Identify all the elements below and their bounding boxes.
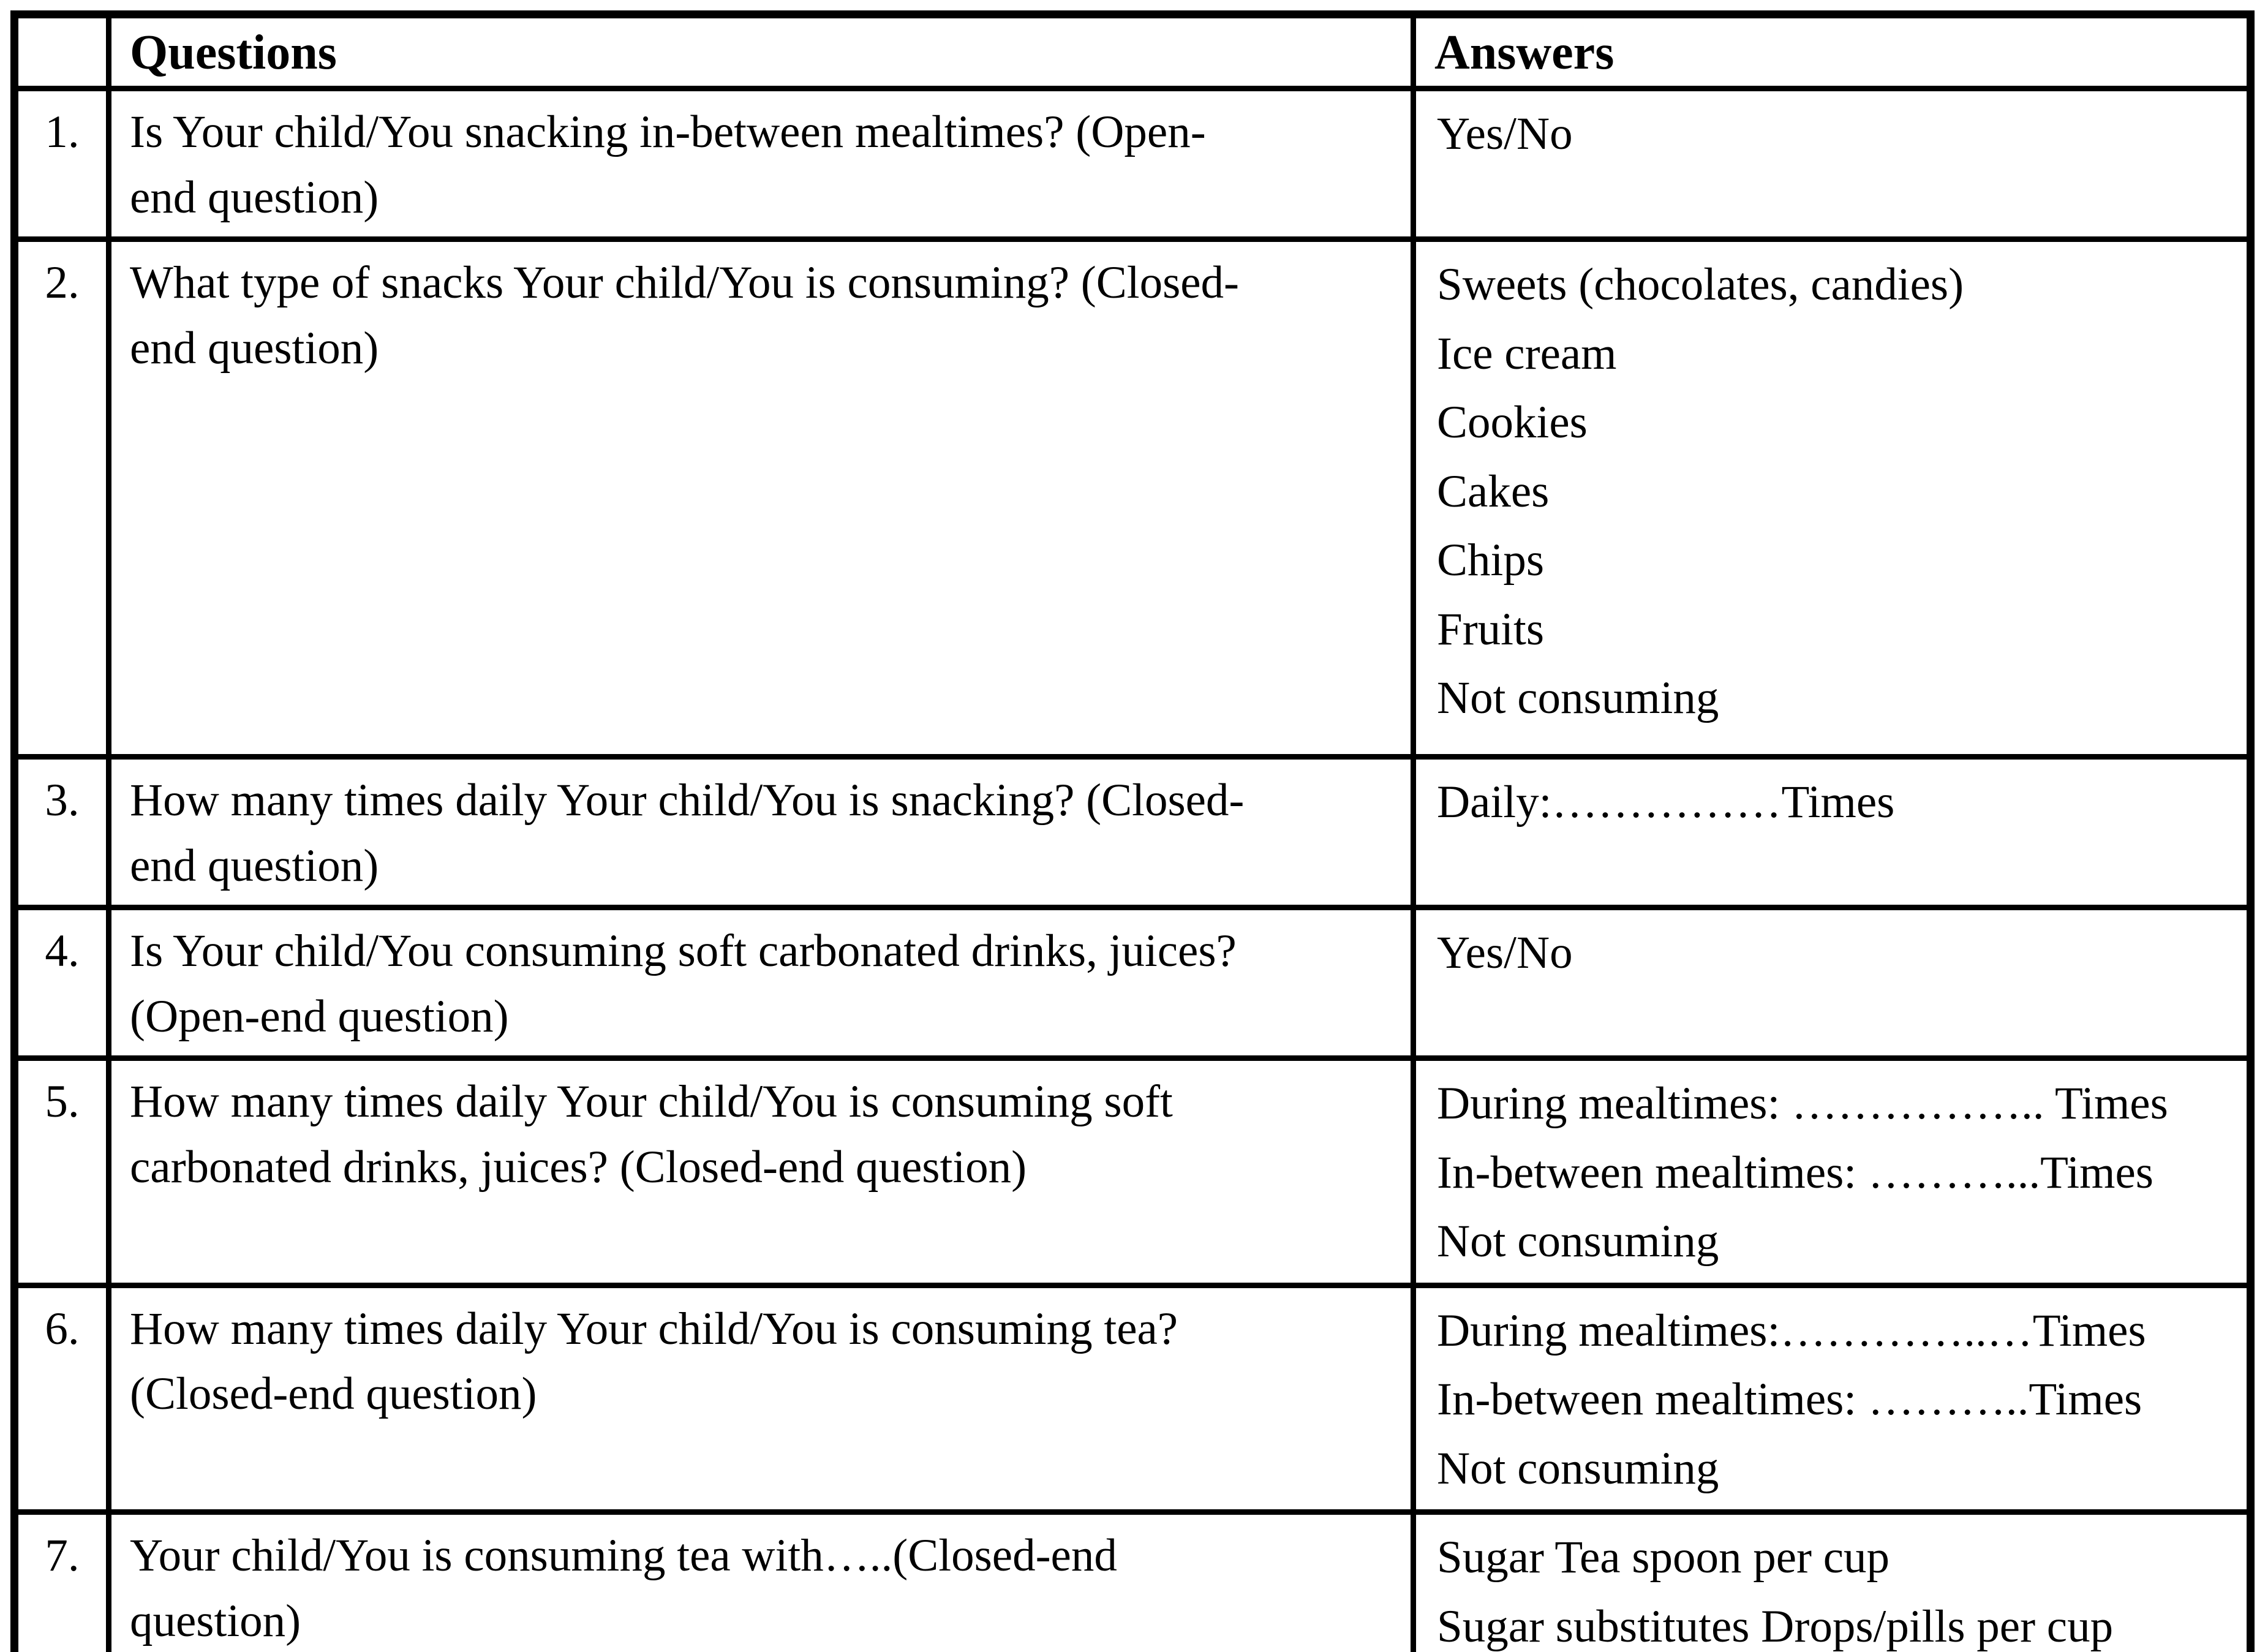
header-row: Questions Answers [12, 12, 2253, 91]
question-cell: How many times daily Your child/You is s… [106, 754, 1416, 910]
question-cell: Your child/You is consuming tea with…..(… [106, 1509, 1416, 1652]
table-row: 3. How many times daily Your child/You i… [12, 754, 2253, 910]
answer-cell: During mealtimes:…………..…Times In-between… [1411, 1282, 2253, 1515]
question-cell: What type of snacks Your child/You is co… [106, 236, 1416, 760]
row-number: 2. [12, 236, 111, 760]
row-number: 1. [12, 86, 111, 242]
answer-cell: Sugar Tea spoon per cup Sugar substitute… [1411, 1509, 2253, 1652]
row-number: 6. [12, 1282, 111, 1515]
table-row: 7. Your child/You is consuming tea with…… [12, 1509, 2253, 1652]
answer-cell: Yes/No [1411, 905, 2253, 1061]
row-number: 7. [12, 1509, 111, 1652]
answer-cell: During mealtimes: …………….. Times In-betwe… [1411, 1055, 2253, 1288]
answer-cell: Sweets (chocolates, candies) Ice cream C… [1411, 236, 2253, 760]
question-cell: How many times daily Your child/You is c… [106, 1055, 1416, 1288]
row-number: 3. [12, 754, 111, 910]
question-cell: Is Your child/You snacking in-between me… [106, 86, 1416, 242]
questionnaire-table: Questions Answers 1. Is Your child/You s… [10, 10, 2255, 1652]
table-row: 2. What type of snacks Your child/You is… [12, 236, 2253, 760]
questions-column-header: Questions [106, 12, 1416, 91]
answers-column-header: Answers [1411, 12, 2253, 91]
question-cell: How many times daily Your child/You is c… [106, 1282, 1416, 1515]
row-number: 5. [12, 1055, 111, 1288]
table-row: 1. Is Your child/You snacking in-between… [12, 86, 2253, 242]
table-row: 4. Is Your child/You consuming soft carb… [12, 905, 2253, 1061]
answer-cell: Yes/No [1411, 86, 2253, 242]
answer-cell: Daily:……………Times [1411, 754, 2253, 910]
index-column-header [12, 12, 111, 91]
question-cell: Is Your child/You consuming soft carbona… [106, 905, 1416, 1061]
table-row: 6. How many times daily Your child/You i… [12, 1282, 2253, 1515]
table-row: 5. How many times daily Your child/You i… [12, 1055, 2253, 1288]
row-number: 4. [12, 905, 111, 1061]
